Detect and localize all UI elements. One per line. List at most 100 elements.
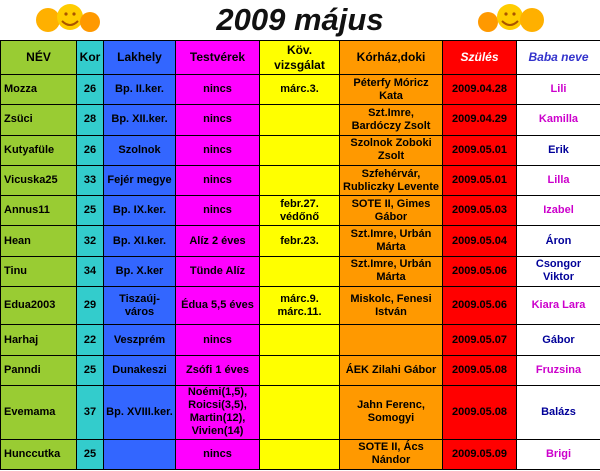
table-row: Harhaj 22 Veszprém nincs 2009.05.07 Gábor (0, 324, 600, 356)
cell-name: Zsüci (0, 104, 77, 136)
cell-kovetkezo (259, 104, 340, 136)
table-row: Kutyafüle 26 Szolnok nincs Szolnok Zoboki Zs… (0, 134, 600, 166)
cell-kor: 32 (76, 225, 104, 257)
cell-kor: 25 (76, 438, 104, 471)
cell-korhaz: Szt.Imre, Urbán Márta (339, 225, 443, 257)
cell-kor: 28 (76, 104, 104, 136)
cell-baba: Kiara Lara (516, 286, 600, 326)
table-body: Mozza 26 Bp. II.ker. nincs márc.3. Péterfy Mó… (0, 73, 600, 471)
cell-korhaz: Szolnok Zoboki Zsolt (339, 134, 443, 166)
cell-lakhely: Bp. X.ker (103, 255, 176, 288)
cell-testverek: nincs (175, 324, 260, 356)
cell-kovetkezo (259, 134, 340, 166)
cell-lakhely: Tiszaúj-város (103, 286, 176, 326)
cell-korhaz: Jahn Ferenc, Somogyi (339, 385, 443, 440)
cell-korhaz: Szt.Imre, Urbán Márta (339, 255, 443, 288)
smiley-icon (36, 4, 100, 32)
cell-szules: 2009.05.01 (442, 134, 517, 166)
cell-lakhely (103, 438, 176, 471)
cell-kor: 26 (76, 134, 104, 166)
cell-name: Annus11 (0, 195, 77, 227)
cell-kor: 34 (76, 255, 104, 288)
cell-testverek: nincs (175, 438, 260, 471)
cell-kovetkezo: márc.3. (259, 73, 340, 106)
table-row: Edua2003 29 Tiszaúj-város Édua 5,5 éves márc… (0, 286, 600, 326)
cell-name: Hean (0, 225, 77, 257)
cell-name: Hunccutka (0, 438, 77, 471)
cell-baba: Lili (516, 73, 600, 106)
cell-szules: 2009.04.28 (442, 73, 517, 106)
cell-baba: Lilla (516, 164, 600, 197)
table-row: Hunccutka 25 nincs SOTE II, Ács Nándor 2009.… (0, 438, 600, 471)
cell-szules: 2009.05.04 (442, 225, 517, 257)
header-baba: Baba neve (516, 40, 600, 75)
cell-baba: Brigi (516, 438, 600, 471)
cell-szules: 2009.04.29 (442, 104, 517, 136)
table-row: Tinu 34 Bp. X.ker Tünde Alíz Szt.Imre, Urbán… (0, 255, 600, 288)
table-row: Vicuska25 33 Fejér megye nincs Szfehérvár, R… (0, 164, 600, 197)
header-szules: Szülés (442, 40, 517, 75)
cell-testverek: Zsófi 1 éves (175, 354, 260, 387)
cell-kor: 37 (76, 385, 104, 440)
cell-szules: 2009.05.01 (442, 164, 517, 197)
cell-korhaz: SOTE II, Ács Nándor (339, 438, 443, 471)
cell-kovetkezo (259, 385, 340, 440)
cell-kor: 22 (76, 324, 104, 356)
cell-kor: 26 (76, 73, 104, 106)
cell-szules: 2009.05.07 (442, 324, 517, 356)
cell-kor: 33 (76, 164, 104, 197)
cell-korhaz: ÁEK Zilahi Gábor (339, 354, 443, 387)
cell-lakhely: Bp. XVIII.ker. (103, 385, 176, 440)
table-row: Evemama 37 Bp. XVIII.ker. Noémi(1,5), Roics… (0, 385, 600, 440)
header-kovetkezo: Köv. vizsgálat (259, 40, 340, 75)
cell-kovetkezo: márc.9. márc.11. (259, 286, 340, 326)
cell-szules: 2009.05.08 (442, 385, 517, 440)
cell-kovetkezo (259, 354, 340, 387)
cell-testverek: nincs (175, 73, 260, 106)
header-row: NÉV Kor Lakhely Testvérek Köv. vizsgálat… (0, 40, 600, 75)
cell-kovetkezo (259, 255, 340, 288)
cell-kovetkezo (259, 438, 340, 471)
header-name: NÉV (0, 40, 77, 75)
cell-name: Harhaj (0, 324, 77, 356)
cell-lakhely: Bp. XII.ker. (103, 104, 176, 136)
table-row: Panndi 25 Dunakeszi Zsófi 1 éves ÁEK Zilahi … (0, 354, 600, 387)
cell-testverek: nincs (175, 104, 260, 136)
cell-korhaz: Szt.Imre, Bardóczy Zsolt (339, 104, 443, 136)
cell-kor: 29 (76, 286, 104, 326)
cell-baba: Kamilla (516, 104, 600, 136)
cell-szules: 2009.05.09 (442, 438, 517, 471)
cell-name: Panndi (0, 354, 77, 387)
cell-kovetkezo (259, 324, 340, 356)
cell-kor: 25 (76, 195, 104, 227)
cell-szules: 2009.05.08 (442, 354, 517, 387)
cell-baba: Balázs (516, 385, 600, 440)
header-korhaz: Kórház,doki (339, 40, 443, 75)
cell-kovetkezo: febr.23. (259, 225, 340, 257)
cell-name: Tinu (0, 255, 77, 288)
cell-testverek: Tünde Alíz (175, 255, 260, 288)
cell-name: Vicuska25 (0, 164, 77, 197)
cell-name: Edua2003 (0, 286, 77, 326)
cell-testverek: nincs (175, 195, 260, 227)
table-row: Annus11 25 Bp. IX.ker. nincs febr.27. védőnő… (0, 195, 600, 227)
cell-lakhely: Bp. IX.ker. (103, 195, 176, 227)
cell-lakhely: Szolnok (103, 134, 176, 166)
cell-szules: 2009.05.06 (442, 255, 517, 288)
header-lakhely: Lakhely (103, 40, 176, 75)
cell-lakhely: Fejér megye (103, 164, 176, 197)
cell-korhaz: Miskolc, Fenesi István (339, 286, 443, 326)
cell-name: Kutyafüle (0, 134, 77, 166)
cell-kor: 25 (76, 354, 104, 387)
cell-szules: 2009.05.03 (442, 195, 517, 227)
cell-korhaz: SOTE II, Gimes Gábor (339, 195, 443, 227)
title-bar: 2009 május (0, 0, 600, 40)
cell-szules: 2009.05.06 (442, 286, 517, 326)
cell-korhaz: Szfehérvár, Rubliczky Levente (339, 164, 443, 197)
cell-baba: Izabel (516, 195, 600, 227)
table-row: Zsüci 28 Bp. XII.ker. nincs Szt.Imre, Bardóc… (0, 104, 600, 136)
cell-testverek: Noémi(1,5), Roicsi(3,5), Martin(12), Viv… (175, 385, 260, 440)
cell-lakhely: Bp. II.ker. (103, 73, 176, 106)
cell-testverek: Alíz 2 éves (175, 225, 260, 257)
cell-baba: Erik (516, 134, 600, 166)
